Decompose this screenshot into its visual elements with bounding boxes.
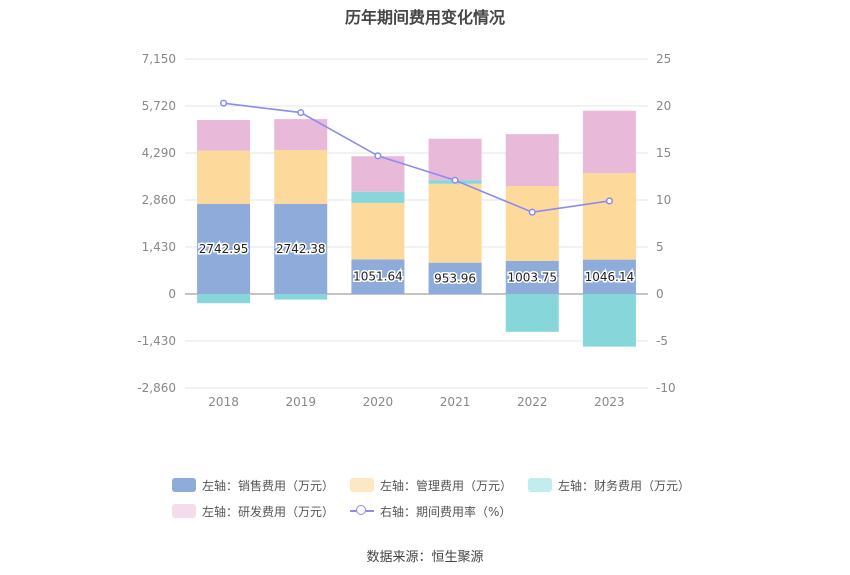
x-tick-label: 2022 (517, 395, 548, 409)
y-right-tick-label: 5 (656, 240, 664, 254)
y-right-tick-label: -10 (656, 381, 676, 395)
legend-swatch-finance (528, 478, 553, 492)
data-label-sales: 953.96 (434, 271, 476, 285)
y-right-tick-label: 10 (656, 193, 671, 207)
legend-swatch-admin (350, 478, 375, 492)
y-left-tick-label: 4,290 (142, 146, 176, 160)
bar-admin (197, 150, 251, 204)
y-left-tick-label: -1,430 (137, 334, 176, 348)
legend-item-rate[interactable]: 右轴：期间费用率（%） (350, 503, 511, 520)
bar-finance (582, 294, 636, 347)
legend-label-rate: 右轴：期间费用率（%） (380, 504, 512, 519)
point-rate (451, 176, 459, 184)
legend-swatch-rnd (172, 504, 196, 518)
data-label-sales: 1051.64 (353, 270, 403, 284)
legend-item-sales[interactable]: 左轴：销售费用（万元） (172, 477, 334, 494)
data-label-sales: 2742.38 (276, 242, 326, 256)
bar-sales (428, 262, 482, 294)
legend-label-rnd: 左轴：研发费用（万元） (202, 504, 335, 519)
bar-rnd (197, 120, 251, 151)
y-left-tick-label: -2,860 (137, 381, 176, 395)
legend-item-admin[interactable]: 左轴：管理费用（万元） (350, 477, 512, 494)
line-rate (223, 102, 610, 214)
bar-rnd (582, 110, 636, 174)
bar-sales (505, 261, 559, 294)
y-right-tick-label: 0 (656, 287, 664, 301)
chart-legend: 左轴：销售费用（万元） 左轴：管理费用（万元） 左轴：财务费用（万元） 左轴：研… (172, 472, 692, 524)
y-left-tick-label: 5,720 (142, 99, 176, 113)
point-rate (220, 99, 228, 107)
bar-sales (351, 259, 405, 294)
bar-sales (197, 203, 251, 294)
legend-item-finance[interactable]: 左轴：财务费用（万元） (528, 477, 690, 494)
y-right-tick-label: 25 (656, 52, 671, 66)
x-tick-label: 2021 (440, 395, 471, 409)
y-right-tick-label: -5 (656, 334, 668, 348)
y-right-tick-label: 20 (656, 99, 671, 113)
bar-sales (274, 203, 328, 294)
bar-rnd (274, 119, 328, 150)
y-left-tick-label: 2,860 (142, 193, 176, 207)
bar-finance (197, 294, 251, 304)
y-left-tick-label: 7,150 (142, 52, 176, 66)
x-tick-label: 2019 (285, 395, 316, 409)
bar-admin (582, 173, 636, 260)
x-tick-label: 2018 (208, 395, 239, 409)
bar-admin (274, 149, 328, 204)
bar-rnd (505, 134, 559, 187)
y-left-tick-label: 0 (168, 287, 176, 301)
legend-swatch-rate (350, 504, 375, 518)
bar-rnd (428, 138, 482, 181)
point-rate (605, 197, 613, 205)
chart-source: 数据来源：恒生聚源 (366, 550, 484, 565)
bar-finance (505, 294, 559, 332)
legend-swatch-sales (172, 478, 196, 492)
bar-admin (351, 202, 405, 260)
legend-label-finance: 左轴：财务费用（万元） (558, 478, 691, 493)
bar-sales (582, 259, 636, 294)
point-rate (297, 109, 305, 117)
legend-label-admin: 左轴：管理费用（万元） (380, 478, 513, 493)
legend-label-sales: 左轴：销售费用（万元） (202, 478, 335, 493)
data-label-sales: 1003.75 (507, 271, 557, 285)
y-right-tick-label: 15 (656, 146, 671, 160)
bar-admin (505, 186, 559, 262)
bar-finance (351, 191, 405, 203)
data-label-sales: 1046.14 (585, 270, 635, 284)
x-tick-label: 2020 (363, 395, 394, 409)
bar-finance (274, 294, 328, 300)
legend-item-rnd[interactable]: 左轴：研发费用（万元） (172, 503, 334, 520)
bar-admin (428, 183, 482, 263)
x-tick-label: 2023 (594, 395, 625, 409)
point-rate (374, 152, 382, 160)
point-rate (528, 208, 536, 216)
y-left-tick-label: 1,430 (142, 240, 176, 254)
chart-title: 历年期间费用变化情况 (344, 8, 505, 27)
data-label-sales: 2742.95 (199, 242, 249, 256)
